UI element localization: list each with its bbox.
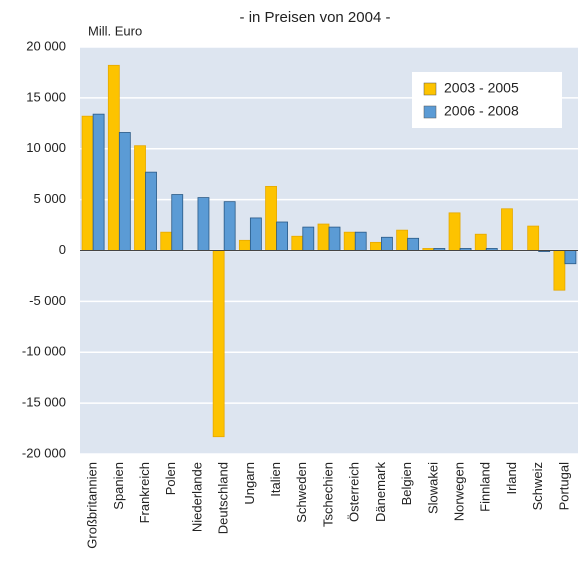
legend-box (412, 72, 562, 128)
x-tick-label: Deutschland (216, 462, 231, 534)
y-tick-label: -10 000 (22, 344, 66, 359)
bar (107, 64, 120, 251)
y-tick-label: 0 (59, 242, 66, 257)
bar (381, 236, 393, 251)
bar (343, 231, 356, 251)
bar (291, 235, 304, 251)
x-tick-label: Schweiz (530, 462, 545, 510)
bar (160, 231, 173, 251)
x-tick-label: Irland (504, 462, 519, 495)
bar (81, 115, 94, 251)
x-tick-label: Spanien (111, 462, 126, 510)
y-axis-label: Mill. Euro (88, 23, 142, 38)
y-tick-label: 5 000 (33, 191, 66, 206)
x-tick-label: Polen (163, 462, 178, 495)
bar (238, 239, 251, 251)
bar (317, 223, 330, 251)
legend-label: 2006 - 2008 (444, 103, 519, 119)
y-tick-label: 20 000 (26, 38, 66, 53)
bar (564, 250, 577, 265)
bar (354, 231, 367, 251)
bar (265, 185, 277, 251)
legend-swatch (423, 105, 437, 119)
x-tick-label: Norwegen (451, 462, 466, 521)
y-tick-label: 15 000 (26, 89, 66, 104)
chart-title: - in Preisen von 2004 - (240, 9, 391, 26)
bar (276, 221, 288, 251)
x-tick-label: Finnland (478, 462, 493, 512)
bar (171, 194, 184, 251)
x-tick-label: Portugal (556, 462, 571, 511)
y-tick-label: -20 000 (22, 445, 66, 460)
bar (396, 229, 409, 251)
x-tick-label: Belgien (399, 462, 414, 505)
x-tick-label: Slowakei (425, 462, 440, 514)
bar (197, 197, 210, 251)
legend-label: 2003 - 2005 (444, 80, 519, 96)
bar (448, 212, 461, 251)
x-tick-label: Tschechien (320, 462, 335, 527)
x-tick-label: Großbritannien (85, 462, 100, 549)
bar (212, 250, 225, 438)
legend-swatch (423, 82, 437, 96)
bar (407, 237, 420, 251)
y-tick-label: -5 000 (29, 293, 66, 308)
bar (302, 226, 315, 251)
y-tick-label: -15 000 (22, 395, 66, 410)
bar (370, 241, 382, 251)
x-tick-label: Schweden (294, 462, 309, 523)
y-tick-label: 10 000 (26, 140, 66, 155)
x-tick-label: Österreich (347, 462, 362, 522)
x-tick-label: Niederlande (189, 462, 204, 532)
x-tick-label: Dänemark (373, 462, 388, 522)
bar (527, 225, 540, 251)
bar (145, 171, 157, 251)
bar (328, 226, 341, 251)
bar (474, 233, 487, 251)
bar (553, 250, 566, 291)
bar (134, 145, 146, 251)
bar (249, 217, 262, 251)
x-tick-label: Ungarn (242, 462, 257, 505)
x-tick-label: Frankreich (137, 462, 152, 523)
x-tick-label: Italien (268, 462, 283, 497)
bar (118, 132, 131, 251)
bar (92, 113, 105, 251)
bar (223, 201, 236, 251)
bar (501, 208, 513, 251)
